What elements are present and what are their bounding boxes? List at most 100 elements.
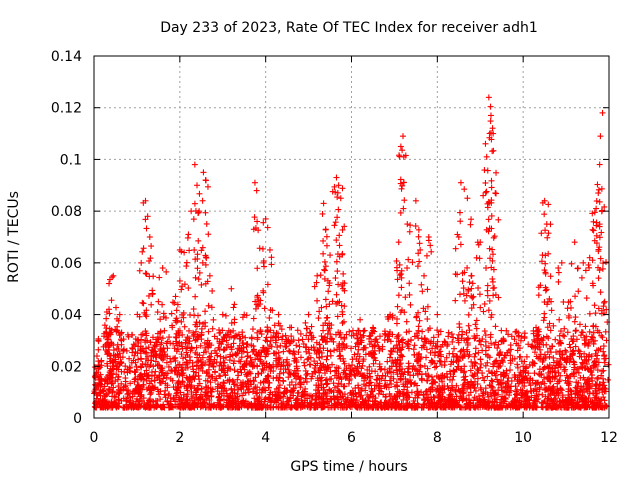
data-point <box>320 200 327 207</box>
data-point <box>531 370 538 377</box>
data-point <box>116 311 123 318</box>
data-point <box>159 265 166 272</box>
data-point <box>487 118 494 125</box>
y-tick-label: 0.02 <box>51 359 82 375</box>
data-point <box>434 327 441 334</box>
data-point <box>316 341 323 348</box>
data-point <box>263 334 270 341</box>
data-point <box>110 272 117 279</box>
data-point <box>183 259 190 266</box>
data-point <box>465 311 472 318</box>
data-point <box>595 275 602 282</box>
data-point <box>249 326 256 333</box>
data-point <box>595 374 602 381</box>
data-point <box>185 285 192 292</box>
x-tick-label: 10 <box>514 430 532 446</box>
data-point <box>528 394 535 401</box>
data-point <box>488 212 495 219</box>
data-point <box>424 316 431 323</box>
data-point <box>459 278 466 285</box>
data-point <box>406 228 413 235</box>
x-tick-label: 8 <box>433 430 442 446</box>
data-point <box>305 311 312 318</box>
data-point <box>159 335 166 342</box>
data-point <box>594 375 601 382</box>
data-point <box>571 239 578 246</box>
data-point <box>564 305 571 312</box>
data-point <box>485 216 492 223</box>
data-point <box>297 354 304 361</box>
data-point <box>416 317 423 324</box>
data-point <box>542 287 549 294</box>
data-point <box>483 188 490 195</box>
data-point <box>481 300 488 307</box>
data-point <box>576 321 583 328</box>
data-point <box>327 252 334 259</box>
data-point <box>108 297 115 304</box>
data-point <box>397 143 404 150</box>
data-point <box>146 258 153 265</box>
data-point <box>477 304 484 311</box>
data-point <box>303 371 310 378</box>
data-point <box>412 222 419 229</box>
data-point <box>195 276 202 283</box>
y-axis-label: ROTI / TECUs <box>6 191 22 283</box>
data-point <box>541 211 548 218</box>
data-point <box>206 272 213 279</box>
data-point <box>315 315 322 322</box>
data-point <box>400 133 406 140</box>
data-point <box>495 216 502 223</box>
data-point <box>219 311 226 318</box>
data-point <box>205 328 212 335</box>
data-point <box>484 359 491 366</box>
data-point <box>456 320 463 327</box>
data-point <box>271 350 278 357</box>
data-point <box>357 316 364 323</box>
data-point <box>159 301 166 308</box>
data-point <box>140 245 147 252</box>
data-point <box>545 201 552 208</box>
data-point <box>323 314 330 321</box>
data-point <box>394 303 401 310</box>
data-point <box>302 319 309 326</box>
x-tick-labels: 0 2 4 6 8 10 12 <box>90 430 618 446</box>
data-point <box>484 292 491 299</box>
data-point <box>484 204 491 211</box>
data-point <box>488 177 495 184</box>
data-point <box>103 315 110 322</box>
data-point <box>204 183 211 190</box>
data-point <box>461 297 468 304</box>
data-point <box>231 316 238 323</box>
data-point <box>319 210 326 217</box>
data-point <box>147 391 154 398</box>
data-point <box>547 221 554 228</box>
data-point <box>332 275 339 282</box>
data-point <box>238 354 245 361</box>
data-point <box>172 293 179 300</box>
data-point <box>228 285 235 292</box>
data-point <box>210 316 217 323</box>
data-point <box>230 304 237 311</box>
data-point <box>195 237 202 244</box>
data-point <box>394 316 401 323</box>
data-point <box>139 299 146 306</box>
data-point <box>221 380 228 387</box>
data-point <box>274 344 281 351</box>
data-point <box>256 245 263 252</box>
data-point <box>464 264 471 271</box>
data-point <box>418 375 425 382</box>
data-point <box>457 179 464 186</box>
data-point <box>418 281 425 288</box>
data-point <box>209 287 216 294</box>
data-point <box>209 325 216 332</box>
data-point <box>508 377 515 384</box>
data-point <box>143 225 150 232</box>
data-point <box>583 295 590 302</box>
y-tick-label: 0.06 <box>51 256 82 272</box>
data-point <box>205 231 212 238</box>
x-tick-label: 4 <box>261 430 270 446</box>
data-point <box>264 224 271 231</box>
data-point <box>321 258 328 265</box>
data-point <box>202 177 209 184</box>
y-tick-label: 0.08 <box>51 204 82 220</box>
